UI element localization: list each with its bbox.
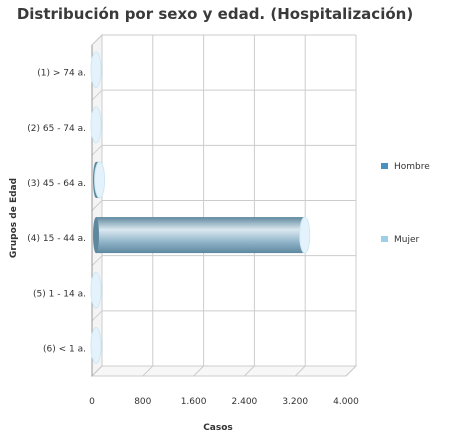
y-tick-label: (1) > 74 a.: [37, 69, 86, 79]
bars: [90, 51, 311, 364]
floor-gridline: [294, 365, 306, 377]
legend-swatch: [381, 163, 388, 169]
y-tick-label: (6) < 1 a.: [43, 344, 86, 354]
floor-gridline: [142, 365, 154, 377]
wall-gridline: [91, 255, 103, 267]
y-tick-label: (5) 1 - 14 a.: [33, 289, 86, 299]
bar-body: [96, 217, 305, 254]
y-tick-label: (4) 15 - 44 a.: [27, 234, 86, 244]
floor: [90, 365, 358, 377]
bar-cap: [299, 216, 311, 254]
y-tick-label: (2) 65 - 74 a.: [27, 124, 86, 134]
y-tick-label: (3) 45 - 64 a.: [27, 179, 86, 189]
wall-gridline: [91, 310, 103, 322]
bar: [90, 51, 102, 89]
wall-gridline: [91, 200, 103, 211]
x-tick-label: 4.000: [333, 397, 359, 407]
floor-gridline: [244, 365, 255, 377]
x-tick-label: 2.400: [232, 397, 258, 407]
legend: Hombre Mujer: [381, 162, 430, 245]
x-axis-title: Casos: [203, 423, 233, 433]
x-tick-label: 1.600: [181, 397, 207, 407]
x-tick-label: 800: [134, 397, 151, 407]
floor-gridline: [345, 365, 357, 377]
bar-cap: [90, 51, 102, 89]
bar-cap: [90, 271, 102, 309]
bar-base: [93, 217, 99, 254]
y-axis-title: Grupos de Edad: [9, 178, 19, 258]
bar: [90, 326, 102, 364]
legend-swatch: [381, 236, 388, 242]
bar: [90, 271, 102, 309]
bar: [90, 106, 102, 144]
bar-cap: [90, 106, 102, 144]
bar-cap: [94, 161, 106, 199]
bar: [93, 161, 106, 199]
x-tick-label: 0: [89, 397, 95, 407]
chart-title: Distribución por sexo y edad. (Hospitali…: [17, 5, 413, 23]
grid: [90, 33, 358, 378]
y-tick-labels: (1) > 74 a. (2) 65 - 74 a. (3) 45 - 64 a. (…: [27, 69, 86, 355]
legend-label: Hombre: [394, 162, 430, 172]
bar: [93, 216, 311, 254]
wall-gridline: [91, 144, 103, 156]
legend-label: Mujer: [394, 235, 420, 245]
wall-gridline: [91, 89, 103, 101]
x-tick-label: 3.200: [282, 397, 308, 407]
floor-gridline: [193, 365, 204, 377]
bar-cap: [90, 326, 102, 364]
x-tick-labels: 0 800 1.600 2.400 3.200 4.000: [89, 397, 359, 407]
wall-gridline: [91, 34, 103, 46]
wall-gridline: [91, 365, 103, 377]
